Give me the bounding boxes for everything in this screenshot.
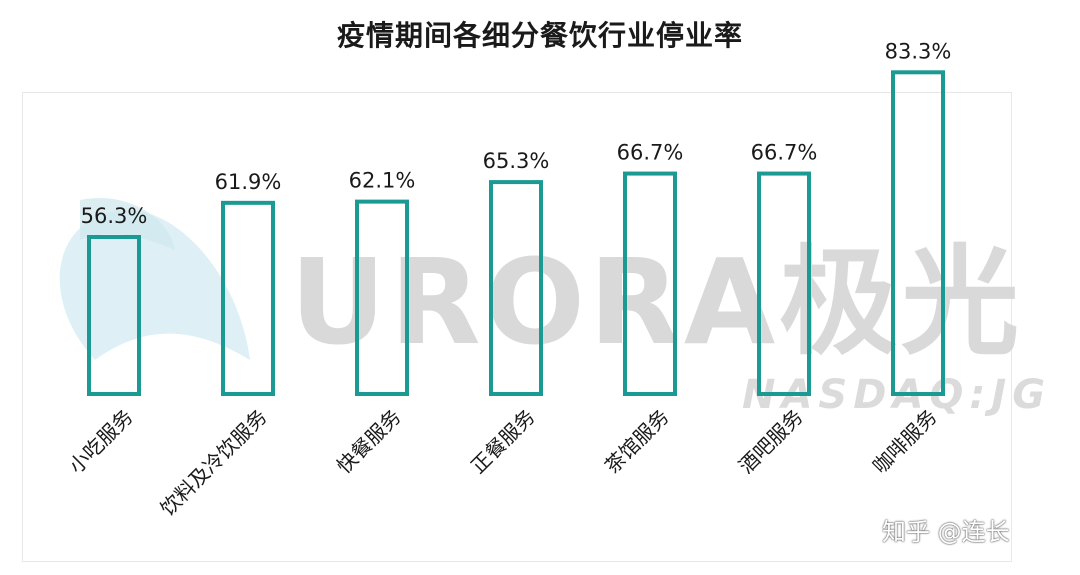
plot-frame <box>22 92 1012 562</box>
category-label-0: 小吃服务 <box>64 405 138 479</box>
value-label-6: 83.3% <box>885 39 952 63</box>
watermark-logo: URORA极光 NASDAQ:JG <box>59 198 1045 418</box>
category-label-2: 快餐服务 <box>332 405 406 479</box>
value-label-0: 56.3% <box>81 204 148 228</box>
value-label-5: 66.7% <box>751 141 818 165</box>
value-label-4: 66.7% <box>617 141 684 165</box>
bar-5 <box>757 171 811 396</box>
bar-4 <box>623 171 677 396</box>
category-label-1: 饮料及冷饮服务 <box>156 405 272 521</box>
category-label-3: 正餐服务 <box>466 405 540 479</box>
value-labels-layer: 56.3% 61.9% 62.1% 65.3% 66.7% 66.7% 83.3% <box>81 39 952 228</box>
bars-layer <box>87 70 945 397</box>
bar-2 <box>355 199 409 396</box>
bar-1 <box>221 200 275 396</box>
bar-0 <box>87 235 141 396</box>
value-label-1: 61.9% <box>215 170 282 194</box>
watermark-credit: 知乎 @连长 <box>882 518 1010 546</box>
chart-title: 疫情期间各细分餐饮行业停业率 <box>336 19 743 52</box>
category-labels-layer: 小吃服务 饮料及冷饮服务 快餐服务 正餐服务 茶馆服务 酒吧服务 咖啡服务 <box>64 405 942 521</box>
value-label-3: 65.3% <box>483 149 550 173</box>
watermark-swoosh-icon <box>59 209 250 360</box>
value-label-2: 62.1% <box>349 169 416 193</box>
category-label-4: 茶馆服务 <box>600 405 674 479</box>
bar-3 <box>489 180 543 396</box>
watermark-swoosh-icon-2 <box>80 198 175 250</box>
bar-6 <box>891 70 945 397</box>
watermark-logo-text: URORA极光 <box>290 233 1023 371</box>
